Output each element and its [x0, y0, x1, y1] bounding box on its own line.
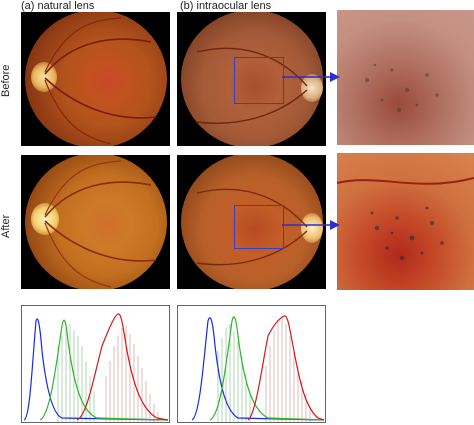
- region-of-interest-box: [234, 205, 284, 249]
- column-label-natural-lens: (a) natural lens: [21, 0, 95, 12]
- vessels-overlay: [44, 160, 157, 288]
- column-label-intraocular-lens: (b) intraocular lens: [180, 0, 272, 12]
- fundus-natural-after: [21, 155, 170, 289]
- fundus-intraocular-after: [177, 155, 326, 289]
- histogram-plot: [23, 313, 169, 422]
- row-label-after: After: [0, 214, 12, 238]
- row-label-before: Before: [0, 64, 12, 97]
- fundus-intraocular-before: [177, 12, 326, 146]
- optic-disc: [31, 62, 57, 92]
- histogram-natural-lens: [21, 305, 170, 423]
- histogram-intraocular-lens: [177, 305, 326, 423]
- vessels-overlay: [196, 47, 308, 124]
- fundus-natural-before: [21, 12, 170, 146]
- region-of-interest-box: [234, 57, 284, 104]
- pigment-spots: [365, 63, 439, 112]
- optic-disc: [301, 213, 323, 243]
- zoom-intraocular-before: [337, 10, 474, 145]
- arrow-to-zoom-after: [282, 220, 340, 230]
- arrow-to-zoom-before: [282, 72, 340, 82]
- histogram-plot: [191, 315, 325, 422]
- pigment-spots: [337, 177, 474, 261]
- zoom-intraocular-after: [337, 153, 474, 290]
- optic-disc: [301, 74, 323, 102]
- vessels-overlay: [196, 188, 308, 266]
- vessels-overlay: [44, 17, 157, 145]
